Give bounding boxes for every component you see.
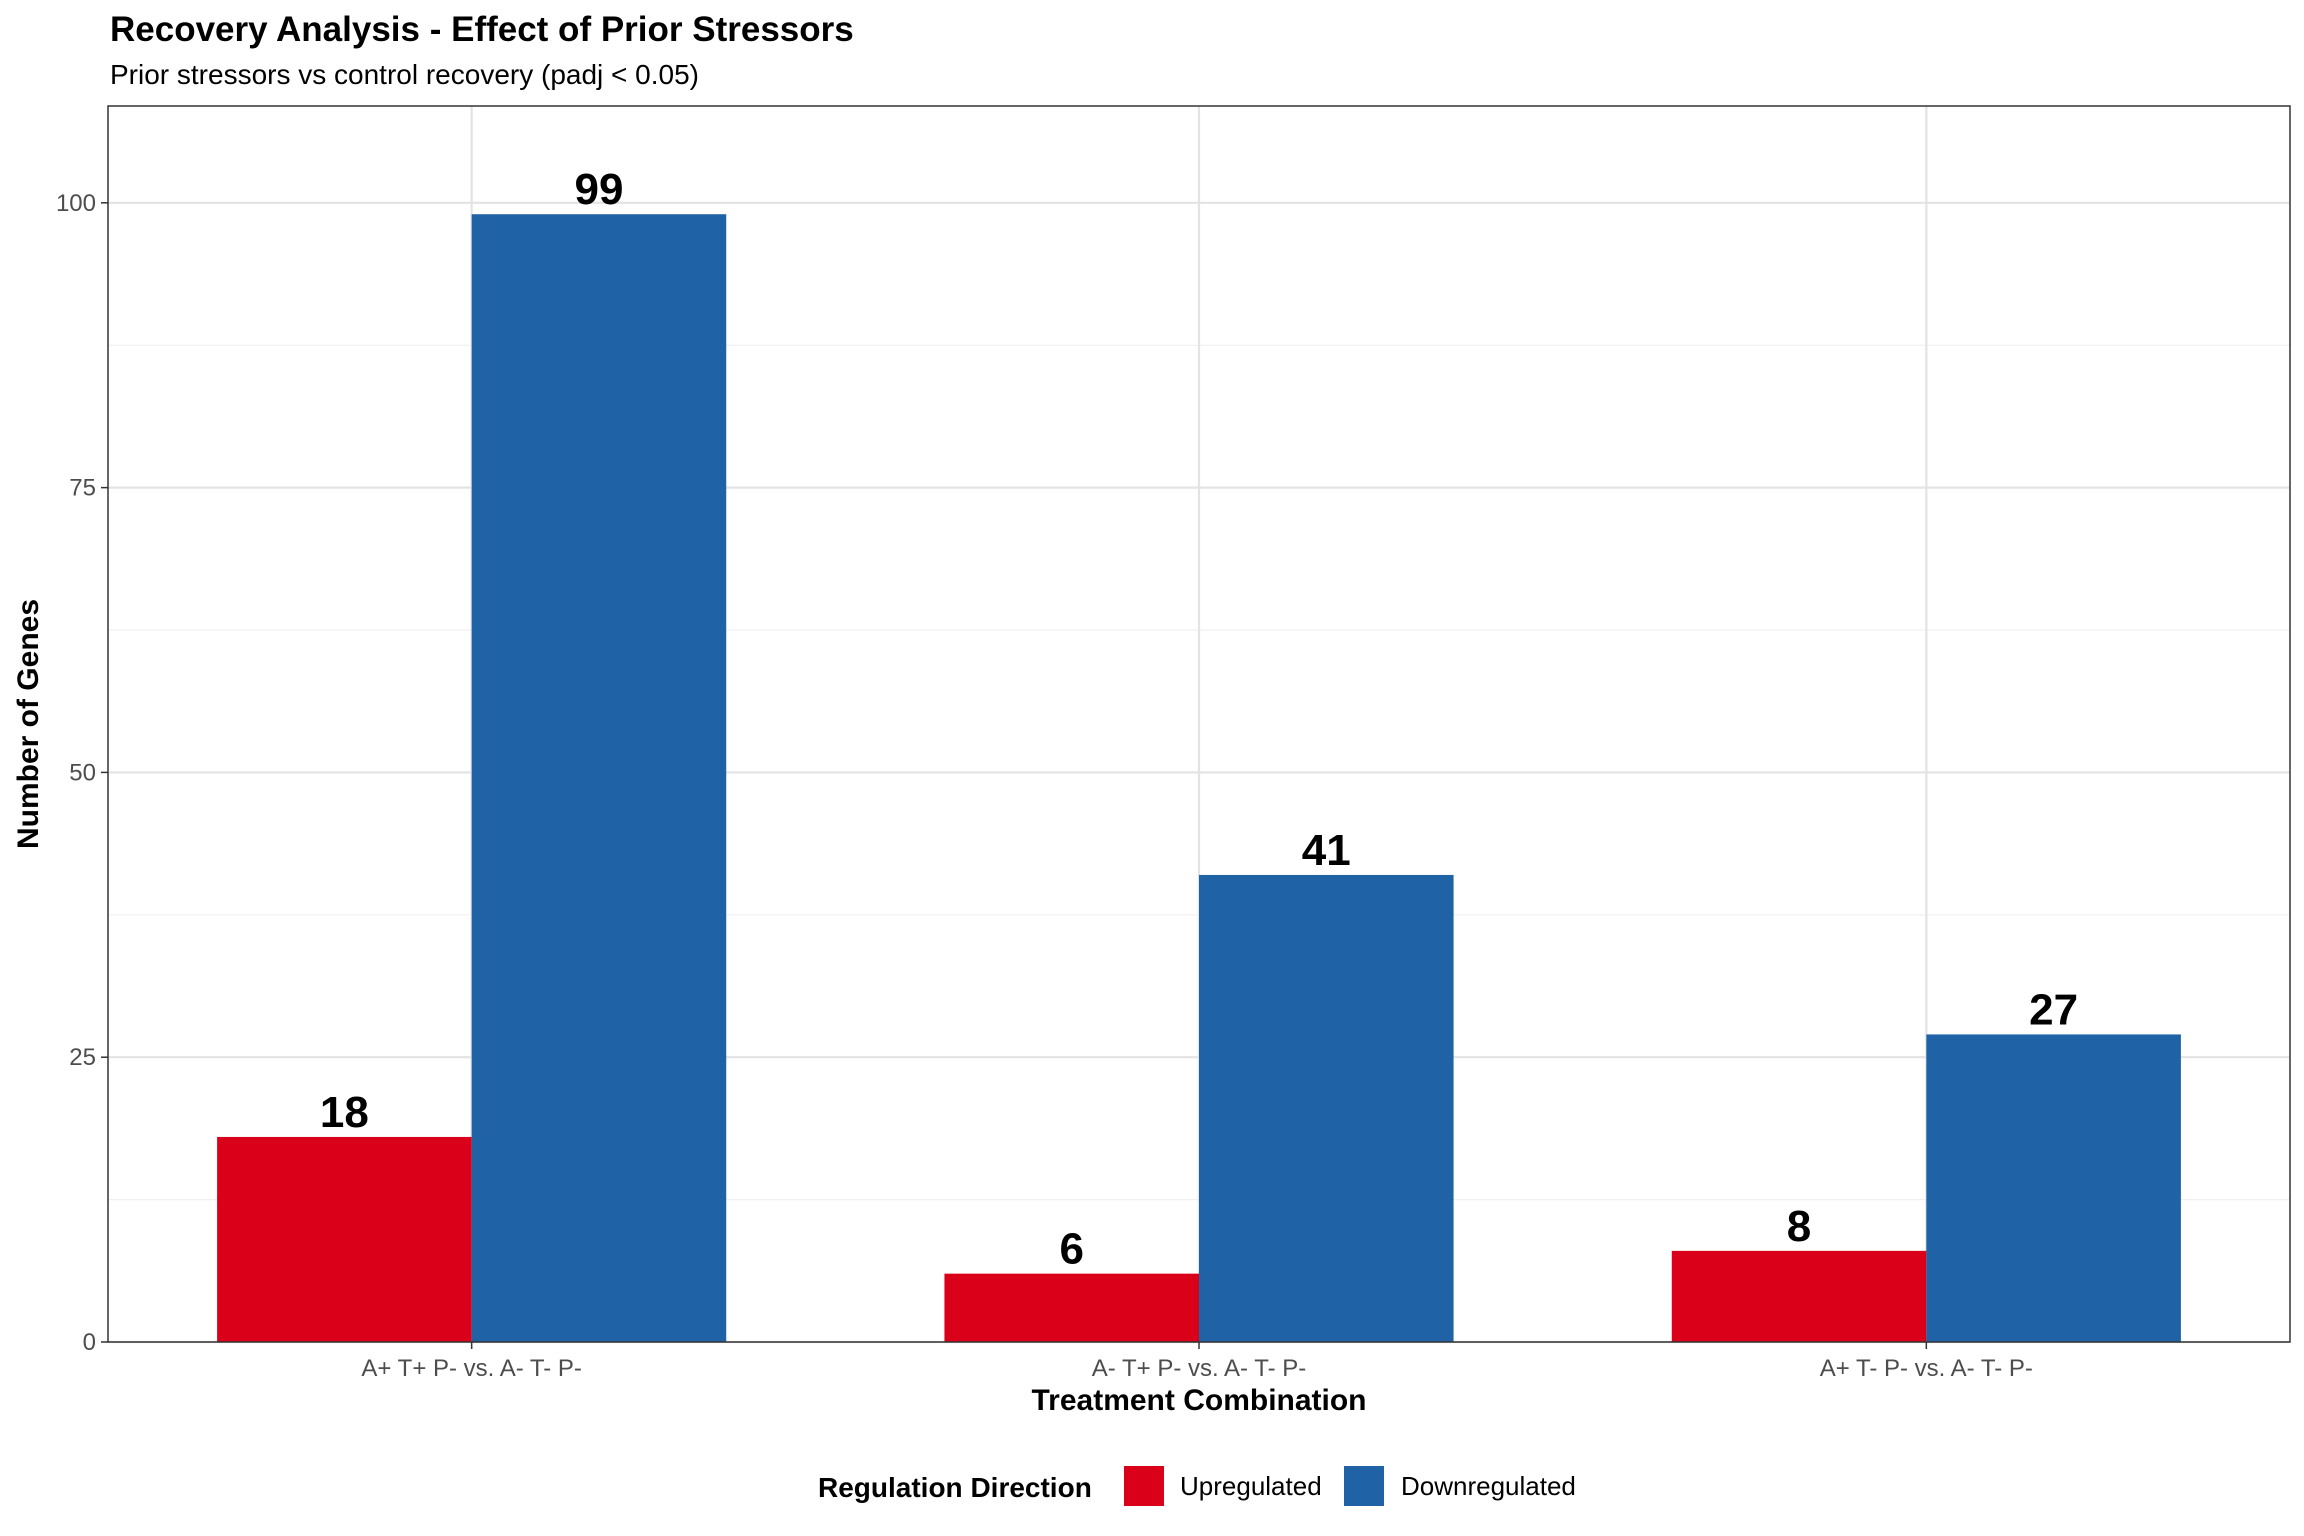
legend-swatch-downregulated	[1344, 1466, 1384, 1506]
bar-upregulated	[217, 1136, 472, 1342]
x-axis-title: Treatment Combination	[1031, 1384, 1366, 1417]
x-tick-label: A- T+ P- vs. A- T- P-	[1092, 1355, 1307, 1382]
data-label-downregulated: 99	[574, 165, 623, 214]
data-labels: 18 99 6 41 8 27	[320, 165, 2078, 1273]
bar-upregulated	[944, 1273, 1199, 1342]
y-tick-label: 100	[56, 190, 96, 217]
chart-title: Recovery Analysis - Effect of Prior Stre…	[110, 10, 854, 49]
data-label-downregulated: 27	[2029, 985, 2078, 1034]
data-label-upregulated: 6	[1059, 1225, 1083, 1274]
legend-label-upregulated: Upregulated	[1180, 1471, 1322, 1501]
bars	[217, 214, 2181, 1342]
x-tick-label: A+ T- P- vs. A- T- P-	[1820, 1355, 2033, 1382]
y-tick-label: 25	[69, 1044, 96, 1071]
bar-downregulated	[1199, 874, 1454, 1342]
y-tick-label: 0	[83, 1329, 96, 1356]
y-tick-label: 50	[69, 759, 96, 786]
y-axis-title: Number of Genes	[12, 599, 45, 849]
legend-swatch-upregulated	[1124, 1466, 1164, 1506]
data-label-downregulated: 41	[1302, 826, 1351, 875]
bar-upregulated	[1671, 1250, 1927, 1342]
legend-title: Regulation Direction	[818, 1472, 1092, 1503]
legend: Regulation Direction Upregulated Downreg…	[818, 1466, 1576, 1506]
legend-label-downregulated: Downregulated	[1401, 1471, 1576, 1501]
chart-subtitle: Prior stressors vs control recovery (pad…	[110, 59, 699, 90]
x-axis: A+ T+ P- vs. A- T- P- A- T+ P- vs. A- T- …	[361, 1342, 2033, 1382]
data-label-upregulated: 18	[320, 1088, 369, 1137]
y-axis: 0 25 50 75 100	[56, 190, 108, 1356]
bar-downregulated	[471, 214, 727, 1342]
data-label-upregulated: 8	[1787, 1202, 1811, 1251]
y-tick-label: 75	[69, 475, 96, 502]
x-tick-label: A+ T+ P- vs. A- T- P-	[361, 1355, 582, 1382]
bar-downregulated	[1926, 1034, 2181, 1342]
